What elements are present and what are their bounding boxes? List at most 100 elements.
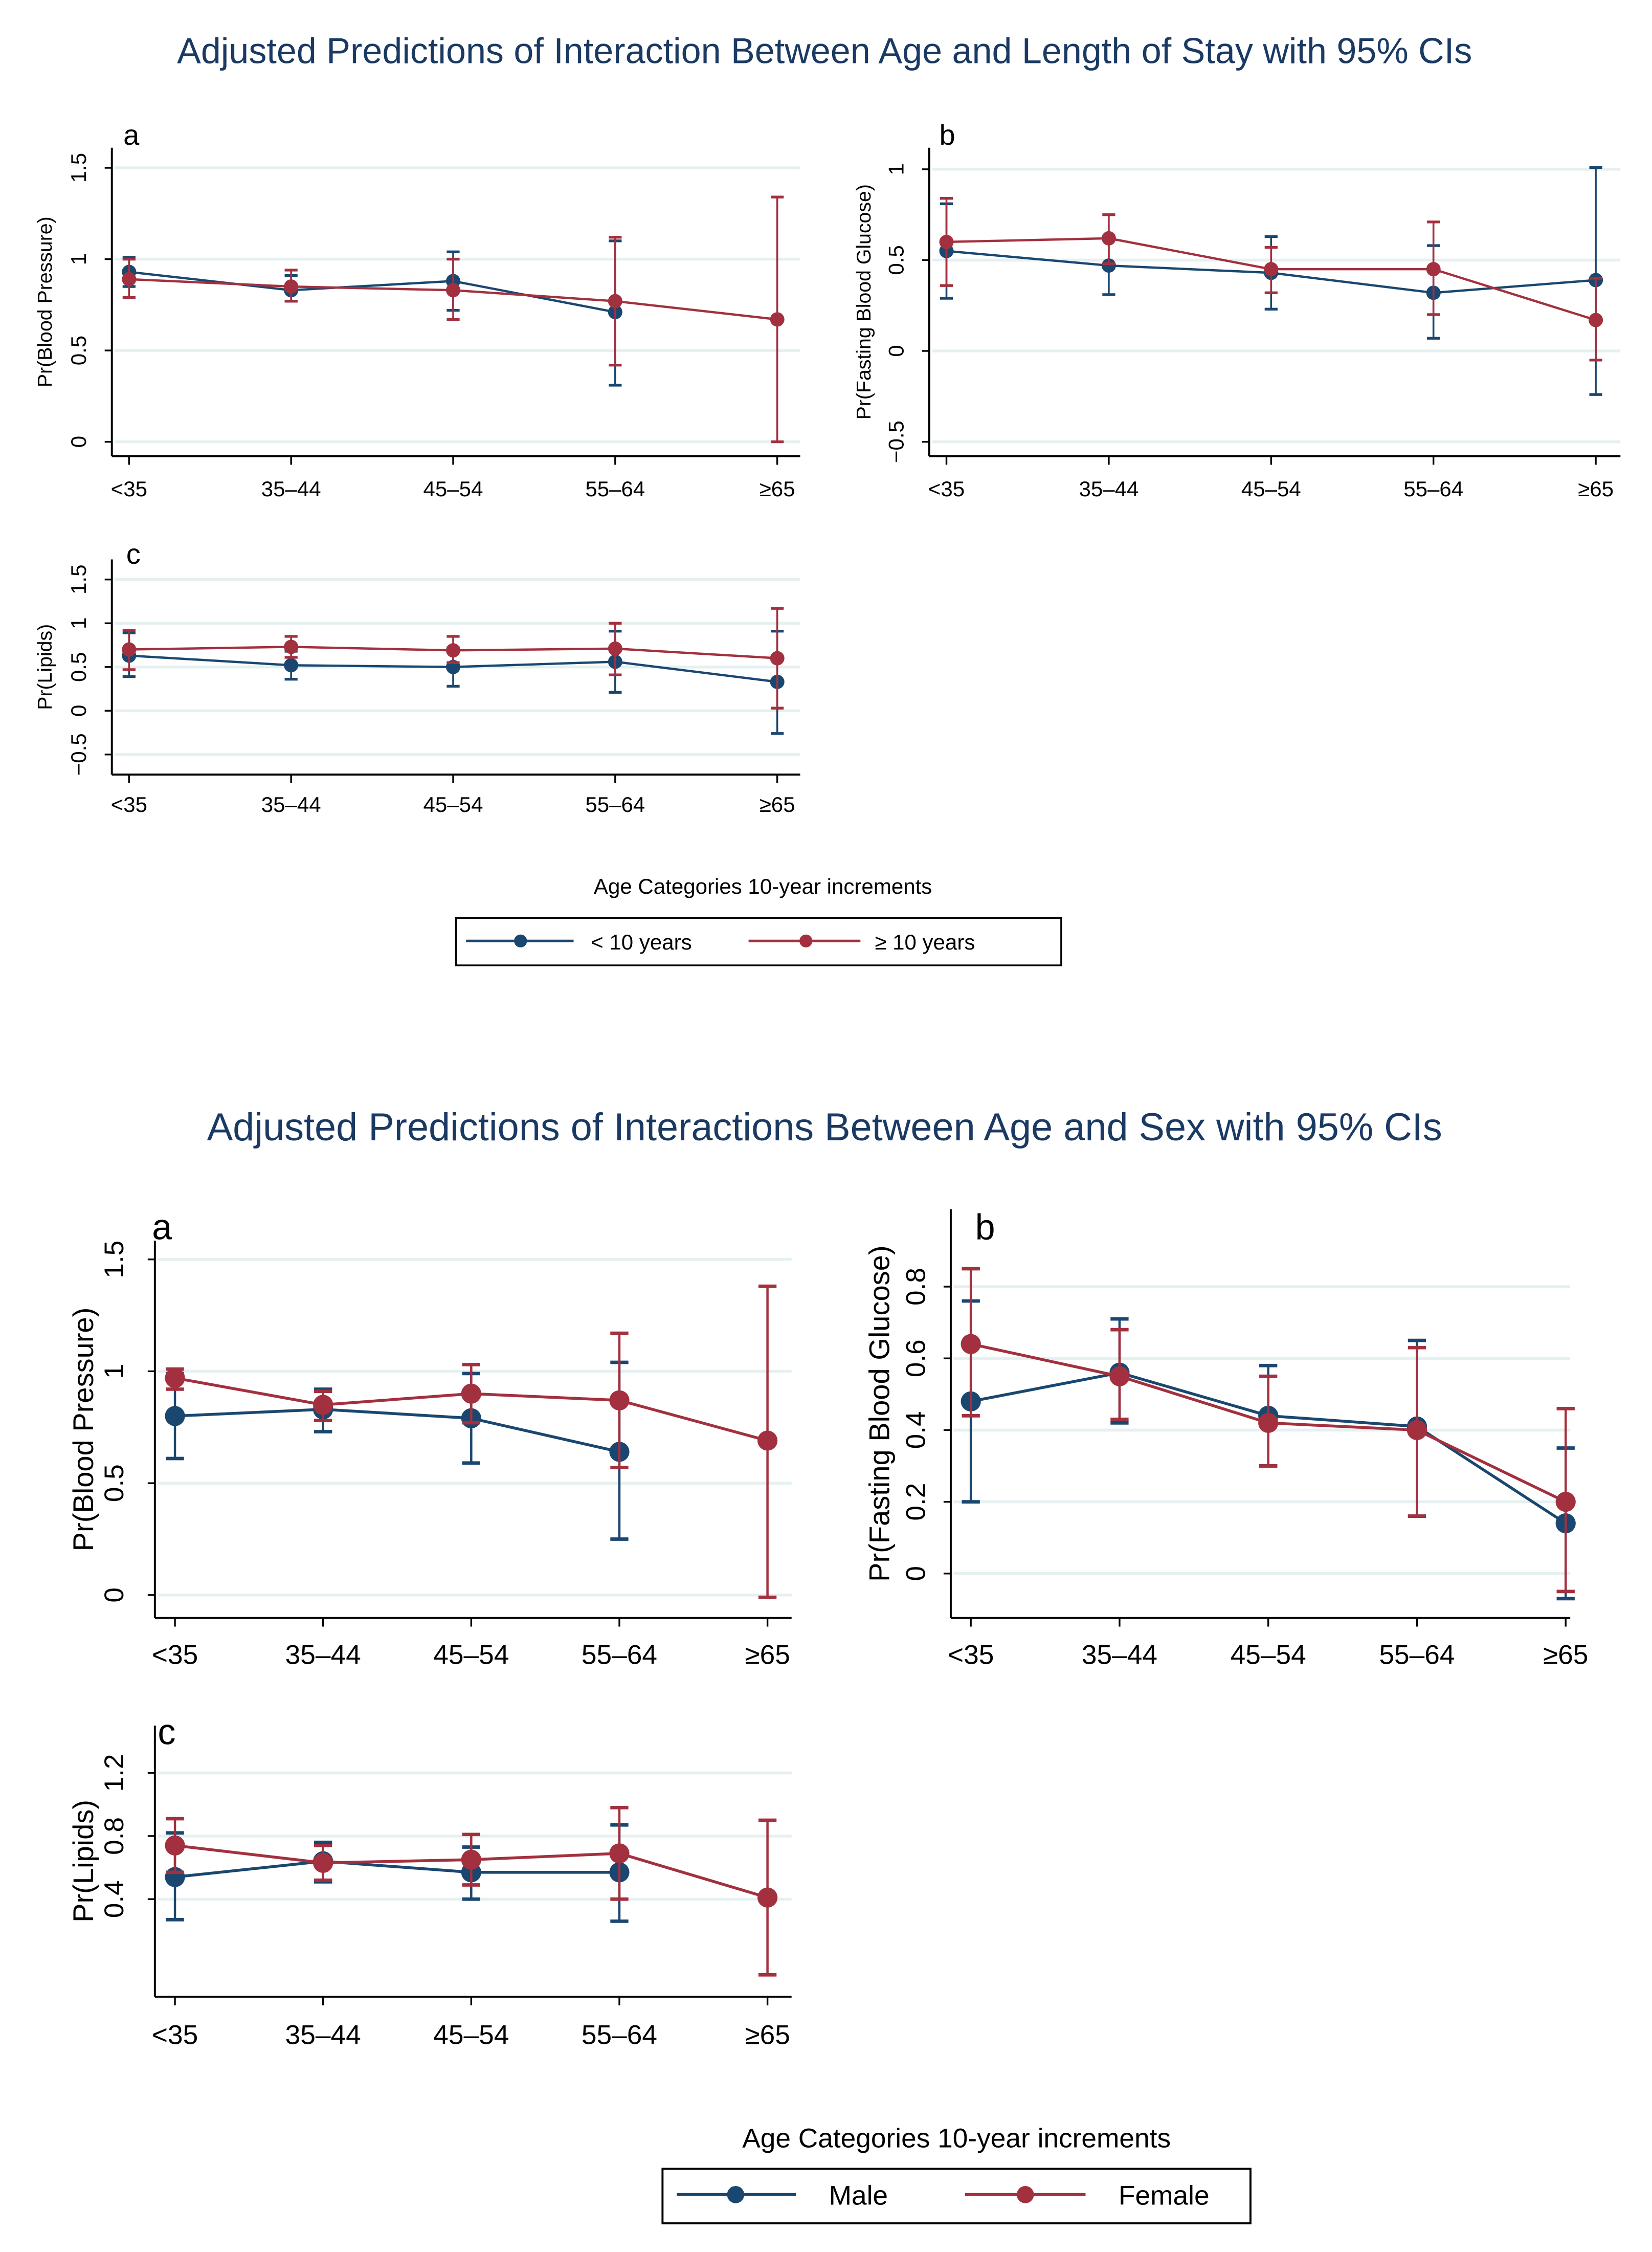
y-axis-title: Pr(Blood Pressure) [34, 216, 56, 387]
data-point [284, 658, 299, 673]
y-tick-label: 0 [99, 1587, 129, 1603]
x-tick-label: ≥65 [760, 477, 795, 501]
legend-swatch-marker [727, 2186, 745, 2203]
data-point [961, 1334, 981, 1354]
x-tick-label: 55–64 [1379, 1640, 1455, 1670]
x-tick-label: ≥65 [760, 792, 795, 816]
x-tick-label: 55–64 [582, 2020, 657, 2050]
y-axis-title: Pr(Lipids) [67, 1800, 99, 1923]
x-tick-label: 35–44 [285, 2020, 361, 2050]
data-point [608, 294, 622, 308]
y-tick-label: 0.5 [99, 1464, 129, 1502]
data-point [165, 1835, 185, 1856]
x-tick-label: 45–54 [433, 2020, 509, 2050]
data-point [1101, 231, 1116, 246]
x-tick-label: ≥65 [745, 2020, 790, 2050]
figure2-panel-b: 0 0.2 0.4 0.6 0.8 <35 35–44 45–54 55–64 ≥65 Pr(Fas… [863, 1207, 1588, 1670]
y-tick-label: 0.5 [66, 336, 91, 365]
x-tick-label: 35–44 [285, 1640, 361, 1670]
y-tick-label: 0 [884, 345, 908, 357]
series-line [174, 1860, 619, 1879]
data-point [609, 1843, 630, 1864]
figure2-xlabel: Age Categories 10-year increments [742, 2123, 1171, 2153]
x-tick-label: <35 [111, 792, 147, 816]
figure1-title: Adjusted Predictions of Interaction Betw… [177, 31, 1472, 71]
x-tick-label: 55–64 [585, 477, 645, 501]
y-tick-label: 0.5 [66, 652, 91, 682]
y-axis-title: Pr(Lipids) [34, 624, 56, 710]
x-tick-label: 55–64 [585, 792, 645, 816]
x-tick-label: <35 [152, 1640, 198, 1670]
series-line [174, 1408, 620, 1453]
legend-label: ≥ 10 years [875, 930, 975, 954]
data-point [1258, 1412, 1279, 1433]
y-tick-label: 1 [884, 163, 908, 175]
x-tick-label: 45–54 [1231, 1640, 1306, 1670]
data-point [1109, 1366, 1130, 1386]
figure1-panel-a: 0 0.5 1 1.5 <35 35–44 45–54 55–64 ≥65 Pr(Blood Pr… [34, 119, 800, 501]
figure2-panel-a: 0 0.5 1 1.5 <35 35–44 45–54 55–64 ≥65 Pr(Blood Pr… [67, 1207, 792, 1670]
data-point [461, 1849, 481, 1870]
panel-label: a [152, 1207, 172, 1247]
x-tick-label: ≥65 [1543, 1640, 1588, 1670]
y-tick-label: 0.6 [901, 1339, 931, 1377]
figure1-xlabel: Age Categories 10-year increments [594, 874, 932, 898]
x-tick-label: 35–44 [1079, 477, 1138, 501]
y-tick-label: 0.8 [901, 1268, 931, 1306]
data-point [1555, 1491, 1576, 1512]
x-tick-label: 45–54 [1241, 477, 1301, 501]
y-tick-label: 1.5 [99, 1241, 129, 1278]
data-point [461, 1383, 481, 1404]
data-point [1426, 262, 1441, 277]
series-line [129, 271, 616, 314]
y-tick-label: 1 [66, 253, 91, 265]
data-point [313, 1852, 333, 1873]
x-tick-label: 35–44 [1082, 1640, 1157, 1670]
x-tick-label: 45–54 [423, 477, 483, 501]
x-tick-label: 45–54 [423, 792, 483, 816]
y-tick-label: 0 [66, 705, 91, 717]
x-tick-label: <35 [111, 477, 147, 501]
data-point [1264, 262, 1279, 277]
y-tick-label: 1 [99, 1364, 129, 1379]
data-point [608, 641, 622, 656]
legend-swatch-marker [514, 934, 527, 947]
panel-label: b [975, 1207, 995, 1247]
data-point [757, 1887, 778, 1908]
legend-swatch-marker [1016, 2186, 1034, 2203]
data-point [445, 643, 461, 658]
y-axis-title: Pr(Fasting Blood Glucose) [863, 1245, 895, 1581]
y-tick-label: 1.2 [99, 1754, 129, 1792]
data-point [1101, 258, 1116, 273]
y-tick-label: 1.5 [66, 565, 91, 594]
figure2-legend: Male Female [661, 2168, 1252, 2224]
data-point [165, 1406, 185, 1426]
x-tick-label: 35–44 [261, 792, 321, 816]
figure1-panel-b: −0.5 0 0.5 1 <35 35–44 45–54 55–64 ≥65 Pr(Fasting… [853, 119, 1621, 501]
x-tick-label: ≥65 [1578, 477, 1614, 501]
x-tick-label: ≥65 [745, 1640, 790, 1670]
data-point [122, 642, 137, 657]
x-tick-label: <35 [152, 2020, 198, 2050]
data-point [770, 312, 785, 327]
x-tick-label: <35 [928, 477, 965, 501]
y-tick-label: 1 [66, 617, 91, 629]
y-tick-label: 0.5 [884, 245, 908, 275]
x-tick-label: 45–54 [433, 1640, 509, 1670]
data-point [609, 1390, 630, 1410]
panel-label: b [940, 119, 955, 151]
y-tick-label: 1.5 [66, 153, 91, 183]
data-point [1407, 1420, 1427, 1441]
y-axis-title: Pr(Fasting Blood Glucose) [853, 184, 875, 420]
y-axis-title: Pr(Blood Pressure) [67, 1308, 99, 1552]
data-point [445, 283, 461, 298]
x-tick-label: <35 [948, 1640, 994, 1670]
figure2-title: Adjusted Predictions of Interactions Bet… [207, 1106, 1442, 1149]
y-tick-label: 0.4 [901, 1411, 931, 1449]
data-point [939, 234, 954, 249]
figure1-legend: < 10 years ≥ 10 years [455, 917, 1062, 966]
y-tick-label: 0 [901, 1566, 931, 1581]
figure2-panel-c: 0.4 0.8 1.2 <35 35–44 45–54 55–64 ≥65 Pr(Lipids)… [67, 1712, 792, 2050]
data-point [313, 1395, 333, 1415]
